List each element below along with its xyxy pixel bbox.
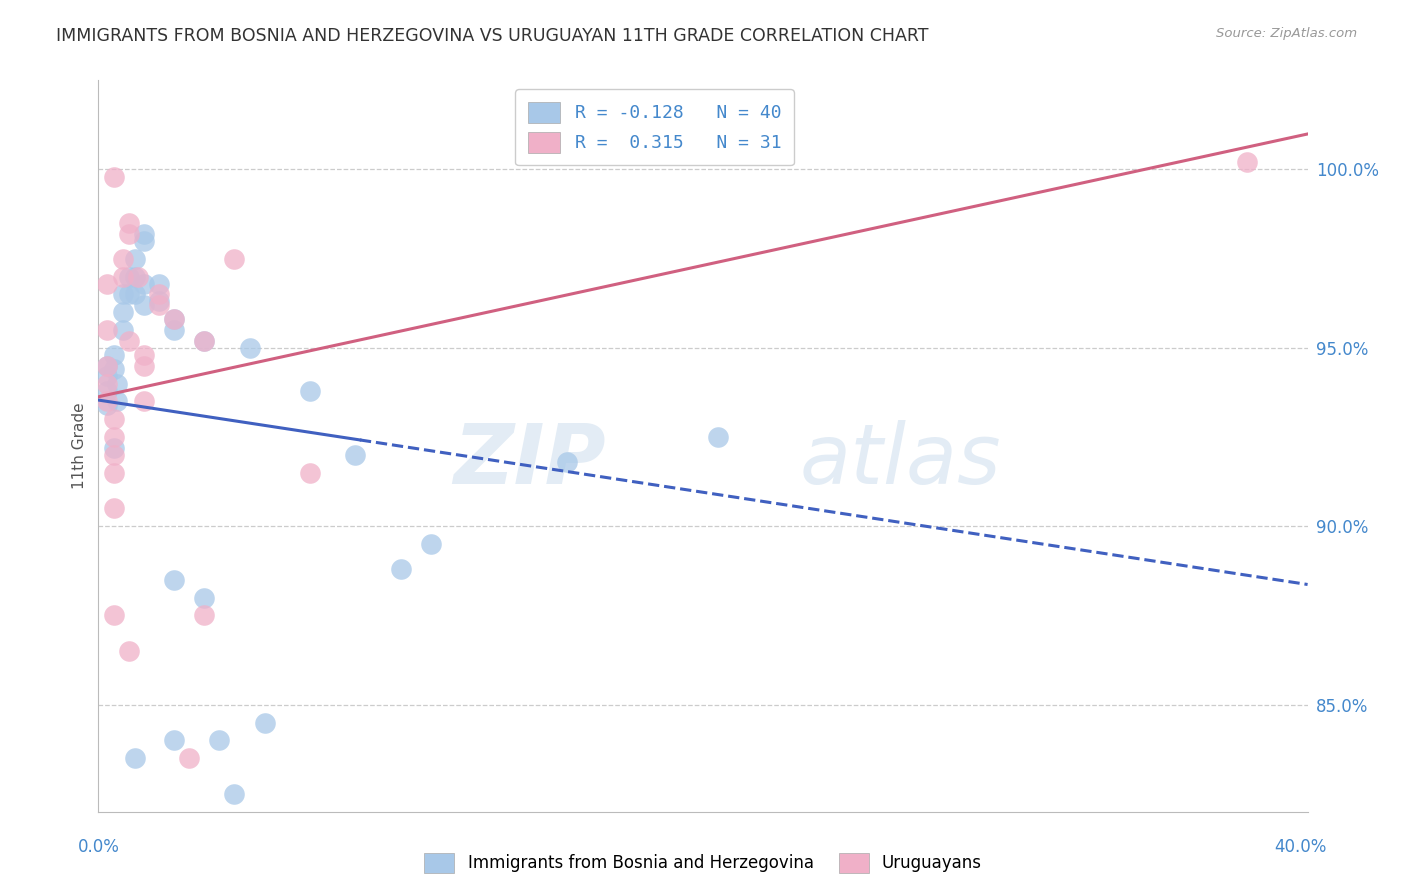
Point [253, 715, 276, 730]
Point [132, 394, 155, 409]
Point [127, 269, 149, 284]
Point [132, 277, 155, 291]
Point [105, 394, 128, 409]
Point [239, 341, 262, 355]
Point [1236, 155, 1258, 169]
Text: 0.0%: 0.0% [77, 838, 120, 855]
Point [124, 252, 146, 266]
Point [124, 287, 146, 301]
Point [96, 359, 118, 373]
Point [389, 562, 412, 576]
Point [96, 359, 118, 373]
Point [118, 287, 141, 301]
Point [555, 455, 578, 469]
Text: atlas: atlas [800, 420, 1001, 501]
Point [111, 252, 134, 266]
Text: Source: ZipAtlas.com: Source: ZipAtlas.com [1216, 27, 1357, 40]
Point [148, 294, 170, 309]
Point [96, 376, 118, 391]
Point [124, 269, 146, 284]
Point [103, 430, 125, 444]
Legend: Immigrants from Bosnia and Herzegovina, Uruguayans: Immigrants from Bosnia and Herzegovina, … [418, 847, 988, 880]
Point [299, 466, 322, 480]
Point [707, 430, 730, 444]
Point [163, 312, 186, 326]
Point [111, 305, 134, 319]
Point [163, 573, 186, 587]
Point [148, 298, 170, 312]
Point [103, 608, 125, 623]
Text: ZIP: ZIP [454, 420, 606, 501]
Point [118, 269, 141, 284]
Point [118, 644, 141, 658]
Point [103, 466, 125, 480]
Point [193, 334, 215, 348]
Legend: R = -0.128   N = 40, R =  0.315   N = 31: R = -0.128 N = 40, R = 0.315 N = 31 [515, 89, 794, 165]
Point [111, 269, 134, 284]
Point [111, 323, 134, 337]
Point [103, 412, 125, 426]
Point [96, 394, 118, 409]
Point [111, 287, 134, 301]
Point [132, 359, 155, 373]
Point [132, 348, 155, 362]
Point [96, 398, 118, 412]
Point [193, 334, 215, 348]
Point [96, 384, 118, 398]
Point [132, 227, 155, 241]
Point [96, 277, 118, 291]
Point [299, 384, 322, 398]
Text: 40.0%: 40.0% [1274, 838, 1327, 855]
Point [148, 277, 170, 291]
Point [103, 169, 125, 184]
Point [208, 733, 231, 747]
Point [103, 362, 125, 376]
Point [224, 787, 246, 801]
Point [179, 751, 201, 765]
Point [193, 608, 215, 623]
Point [103, 448, 125, 462]
Y-axis label: 11th Grade: 11th Grade [72, 402, 87, 490]
Point [118, 227, 141, 241]
Point [132, 234, 155, 248]
Point [96, 323, 118, 337]
Text: IMMIGRANTS FROM BOSNIA AND HERZEGOVINA VS URUGUAYAN 11TH GRADE CORRELATION CHART: IMMIGRANTS FROM BOSNIA AND HERZEGOVINA V… [56, 27, 929, 45]
Point [420, 537, 443, 551]
Point [132, 298, 155, 312]
Point [163, 312, 186, 326]
Point [163, 733, 186, 747]
Point [163, 323, 186, 337]
Point [344, 448, 367, 462]
Point [224, 252, 246, 266]
Point [105, 376, 128, 391]
Point [124, 751, 146, 765]
Point [193, 591, 215, 605]
Point [103, 441, 125, 455]
Point [103, 348, 125, 362]
Point [103, 501, 125, 516]
Point [118, 334, 141, 348]
Point [96, 369, 118, 384]
Point [118, 216, 141, 230]
Point [148, 287, 170, 301]
